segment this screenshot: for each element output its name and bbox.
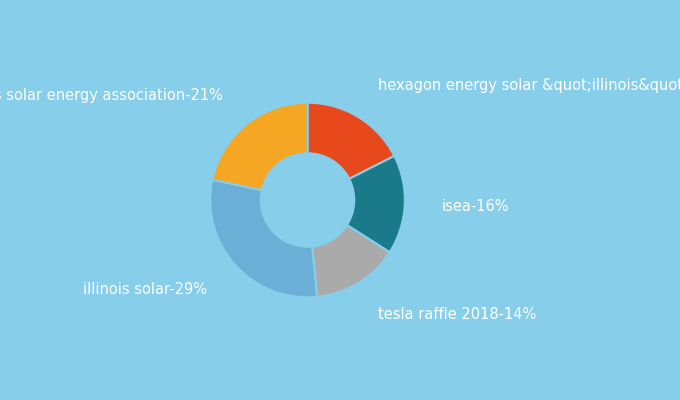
Text: illinois solar energy association-21%: illinois solar energy association-21% xyxy=(0,88,223,103)
Wedge shape xyxy=(307,103,394,179)
Wedge shape xyxy=(212,103,307,190)
Text: illinois solar-29%: illinois solar-29% xyxy=(84,282,207,297)
Text: tesla raffle 2018-14%: tesla raffle 2018-14% xyxy=(378,307,536,322)
Wedge shape xyxy=(210,180,317,297)
Wedge shape xyxy=(312,225,390,297)
Text: isea-16%: isea-16% xyxy=(442,199,509,214)
Wedge shape xyxy=(347,156,405,252)
Text: hexagon energy solar &quot;illinois&quot;-17%: hexagon energy solar &quot;illinois&quot… xyxy=(378,78,680,93)
